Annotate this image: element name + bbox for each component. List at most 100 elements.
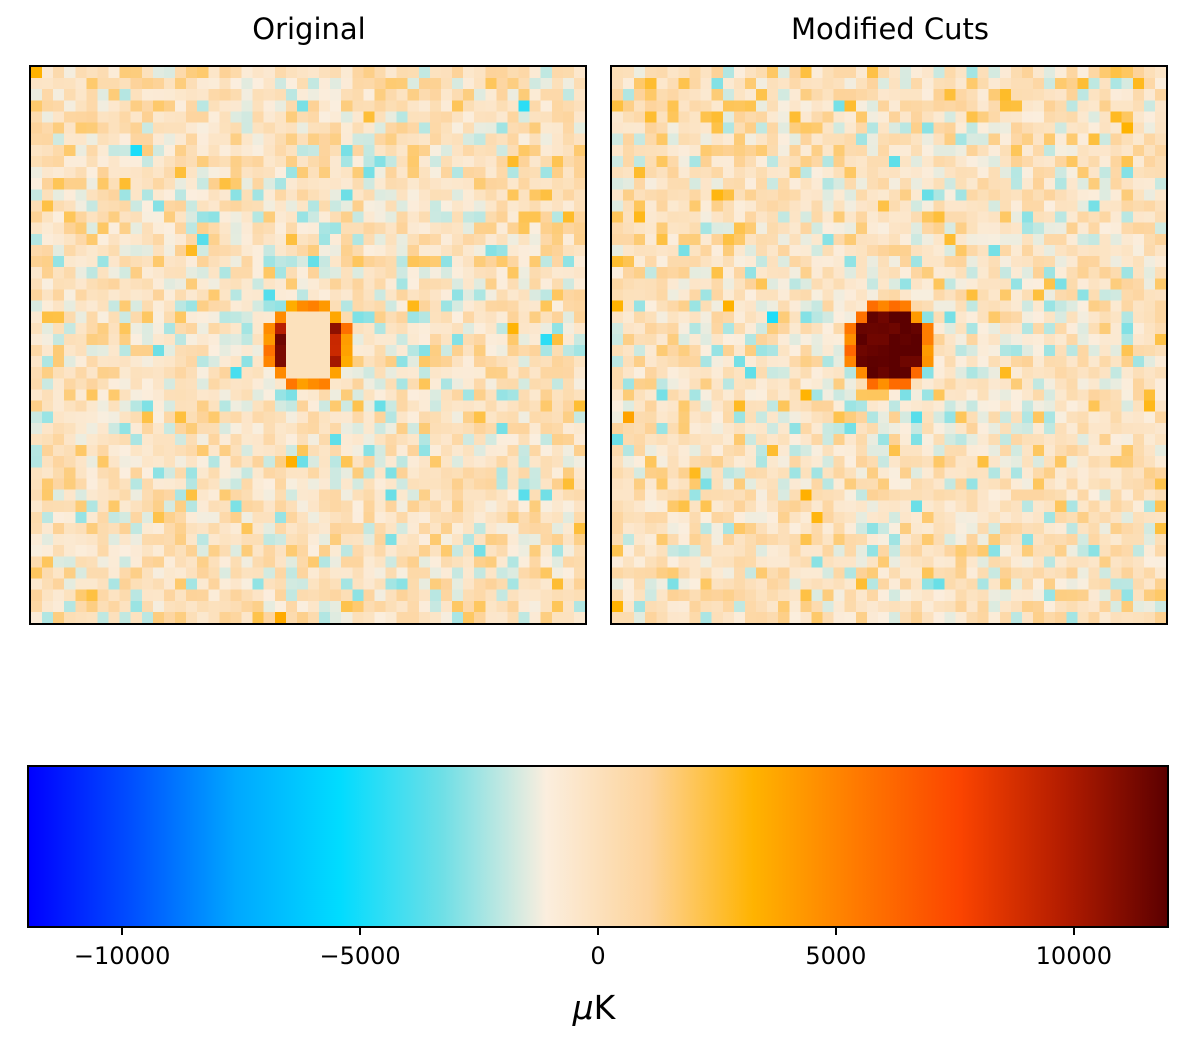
heatmap-cell xyxy=(319,589,331,601)
heatmap-cell xyxy=(319,545,331,557)
heatmap-cell xyxy=(612,422,624,435)
heatmap-cell xyxy=(1143,78,1156,90)
heatmap-cell xyxy=(429,345,442,357)
heatmap-cell xyxy=(474,267,486,279)
heatmap-cell xyxy=(208,534,220,546)
heatmap-cell xyxy=(540,422,552,435)
heatmap-cell xyxy=(75,389,87,401)
heatmap-cell xyxy=(1033,311,1045,323)
heatmap-cell xyxy=(308,89,320,101)
heatmap-cell xyxy=(163,278,176,290)
heatmap-cell xyxy=(518,322,530,335)
heatmap-cell xyxy=(573,478,585,490)
heatmap-cell xyxy=(263,333,275,346)
heatmap-cell xyxy=(452,278,464,290)
heatmap-cell xyxy=(75,244,87,257)
heatmap-cell xyxy=(86,144,98,157)
heatmap-cell xyxy=(700,211,712,223)
heatmap-cell xyxy=(612,411,624,424)
heatmap-cell xyxy=(756,189,768,201)
heatmap-cell xyxy=(955,267,967,279)
heatmap-cell xyxy=(573,189,585,201)
heatmap-cell xyxy=(1132,211,1145,223)
heatmap-cell xyxy=(219,222,231,235)
heatmap-cell xyxy=(285,189,298,201)
heatmap-cell xyxy=(463,345,475,357)
heatmap-cell xyxy=(944,333,956,346)
heatmap-cell xyxy=(252,356,264,368)
heatmap-cell xyxy=(440,478,453,490)
heatmap-cell xyxy=(678,155,690,168)
heatmap-cell xyxy=(1121,345,1133,357)
heatmap-cell xyxy=(529,433,541,446)
heatmap-cell xyxy=(1132,433,1145,446)
heatmap-cell xyxy=(31,522,43,535)
heatmap-cell xyxy=(363,322,375,335)
heatmap-cell xyxy=(42,144,54,157)
heatmap-cell xyxy=(800,178,812,190)
heatmap-cell xyxy=(551,244,564,257)
heatmap-cell xyxy=(418,489,431,501)
heatmap-cell xyxy=(988,534,1001,546)
heatmap-cell xyxy=(1010,244,1023,257)
heatmap-cell xyxy=(1132,556,1145,568)
heatmap-cell xyxy=(319,511,331,524)
heatmap-cell xyxy=(877,289,890,301)
heatmap-cell xyxy=(800,411,812,424)
heatmap-cell xyxy=(496,478,508,490)
heatmap-cell xyxy=(1044,600,1056,613)
heatmap-cell xyxy=(86,311,98,323)
heatmap-cell xyxy=(866,578,879,590)
heatmap-cell xyxy=(241,200,253,212)
heatmap-cell xyxy=(933,534,945,546)
heatmap-cell xyxy=(711,567,724,579)
heatmap-cell xyxy=(551,556,564,568)
heatmap-cell xyxy=(1143,433,1156,446)
heatmap-cell xyxy=(977,600,989,613)
heatmap-cell xyxy=(855,300,868,312)
heatmap-cell xyxy=(800,322,812,335)
heatmap-cell xyxy=(274,233,287,246)
heatmap-cell xyxy=(440,67,453,79)
heatmap-cell xyxy=(667,500,679,513)
heatmap-cell xyxy=(612,611,624,623)
heatmap-cell xyxy=(308,345,320,357)
heatmap-cell xyxy=(1021,545,1034,557)
heatmap-cell xyxy=(75,611,87,623)
heatmap-cell xyxy=(485,445,497,457)
heatmap-cell xyxy=(1010,111,1023,123)
heatmap-cell xyxy=(678,611,690,623)
heatmap-cell xyxy=(933,222,945,235)
heatmap-cell xyxy=(855,378,868,390)
heatmap-cell xyxy=(485,578,497,590)
heatmap-cell xyxy=(31,489,43,501)
heatmap-cell xyxy=(911,589,923,601)
heatmap-cell xyxy=(440,433,453,446)
heatmap-cell xyxy=(252,556,264,568)
heatmap-cell xyxy=(330,600,342,613)
heatmap-cell xyxy=(966,144,978,157)
heatmap-cell xyxy=(1021,300,1034,312)
heatmap-cell xyxy=(811,522,823,535)
heatmap-cell xyxy=(634,133,646,146)
heatmap-cell xyxy=(241,311,253,323)
heatmap-cell xyxy=(944,478,956,490)
heatmap-cell xyxy=(130,345,143,357)
heatmap-cell xyxy=(429,445,442,457)
heatmap-cell xyxy=(866,256,879,268)
heatmap-cell xyxy=(551,378,564,390)
heatmap-cell xyxy=(778,534,790,546)
heatmap-cell xyxy=(308,445,320,457)
heatmap-cell xyxy=(429,489,442,501)
heatmap-cell xyxy=(308,233,320,246)
heatmap-cell xyxy=(440,578,453,590)
heatmap-cell xyxy=(689,211,701,223)
heatmap-cell xyxy=(97,367,109,379)
heatmap-cell xyxy=(42,256,54,268)
heatmap-cell xyxy=(285,111,298,123)
heatmap-cell xyxy=(562,400,575,412)
heatmap-cell xyxy=(933,589,945,601)
heatmap-cell xyxy=(1132,300,1145,312)
heatmap-cell xyxy=(811,189,823,201)
heatmap-cell xyxy=(656,411,668,424)
